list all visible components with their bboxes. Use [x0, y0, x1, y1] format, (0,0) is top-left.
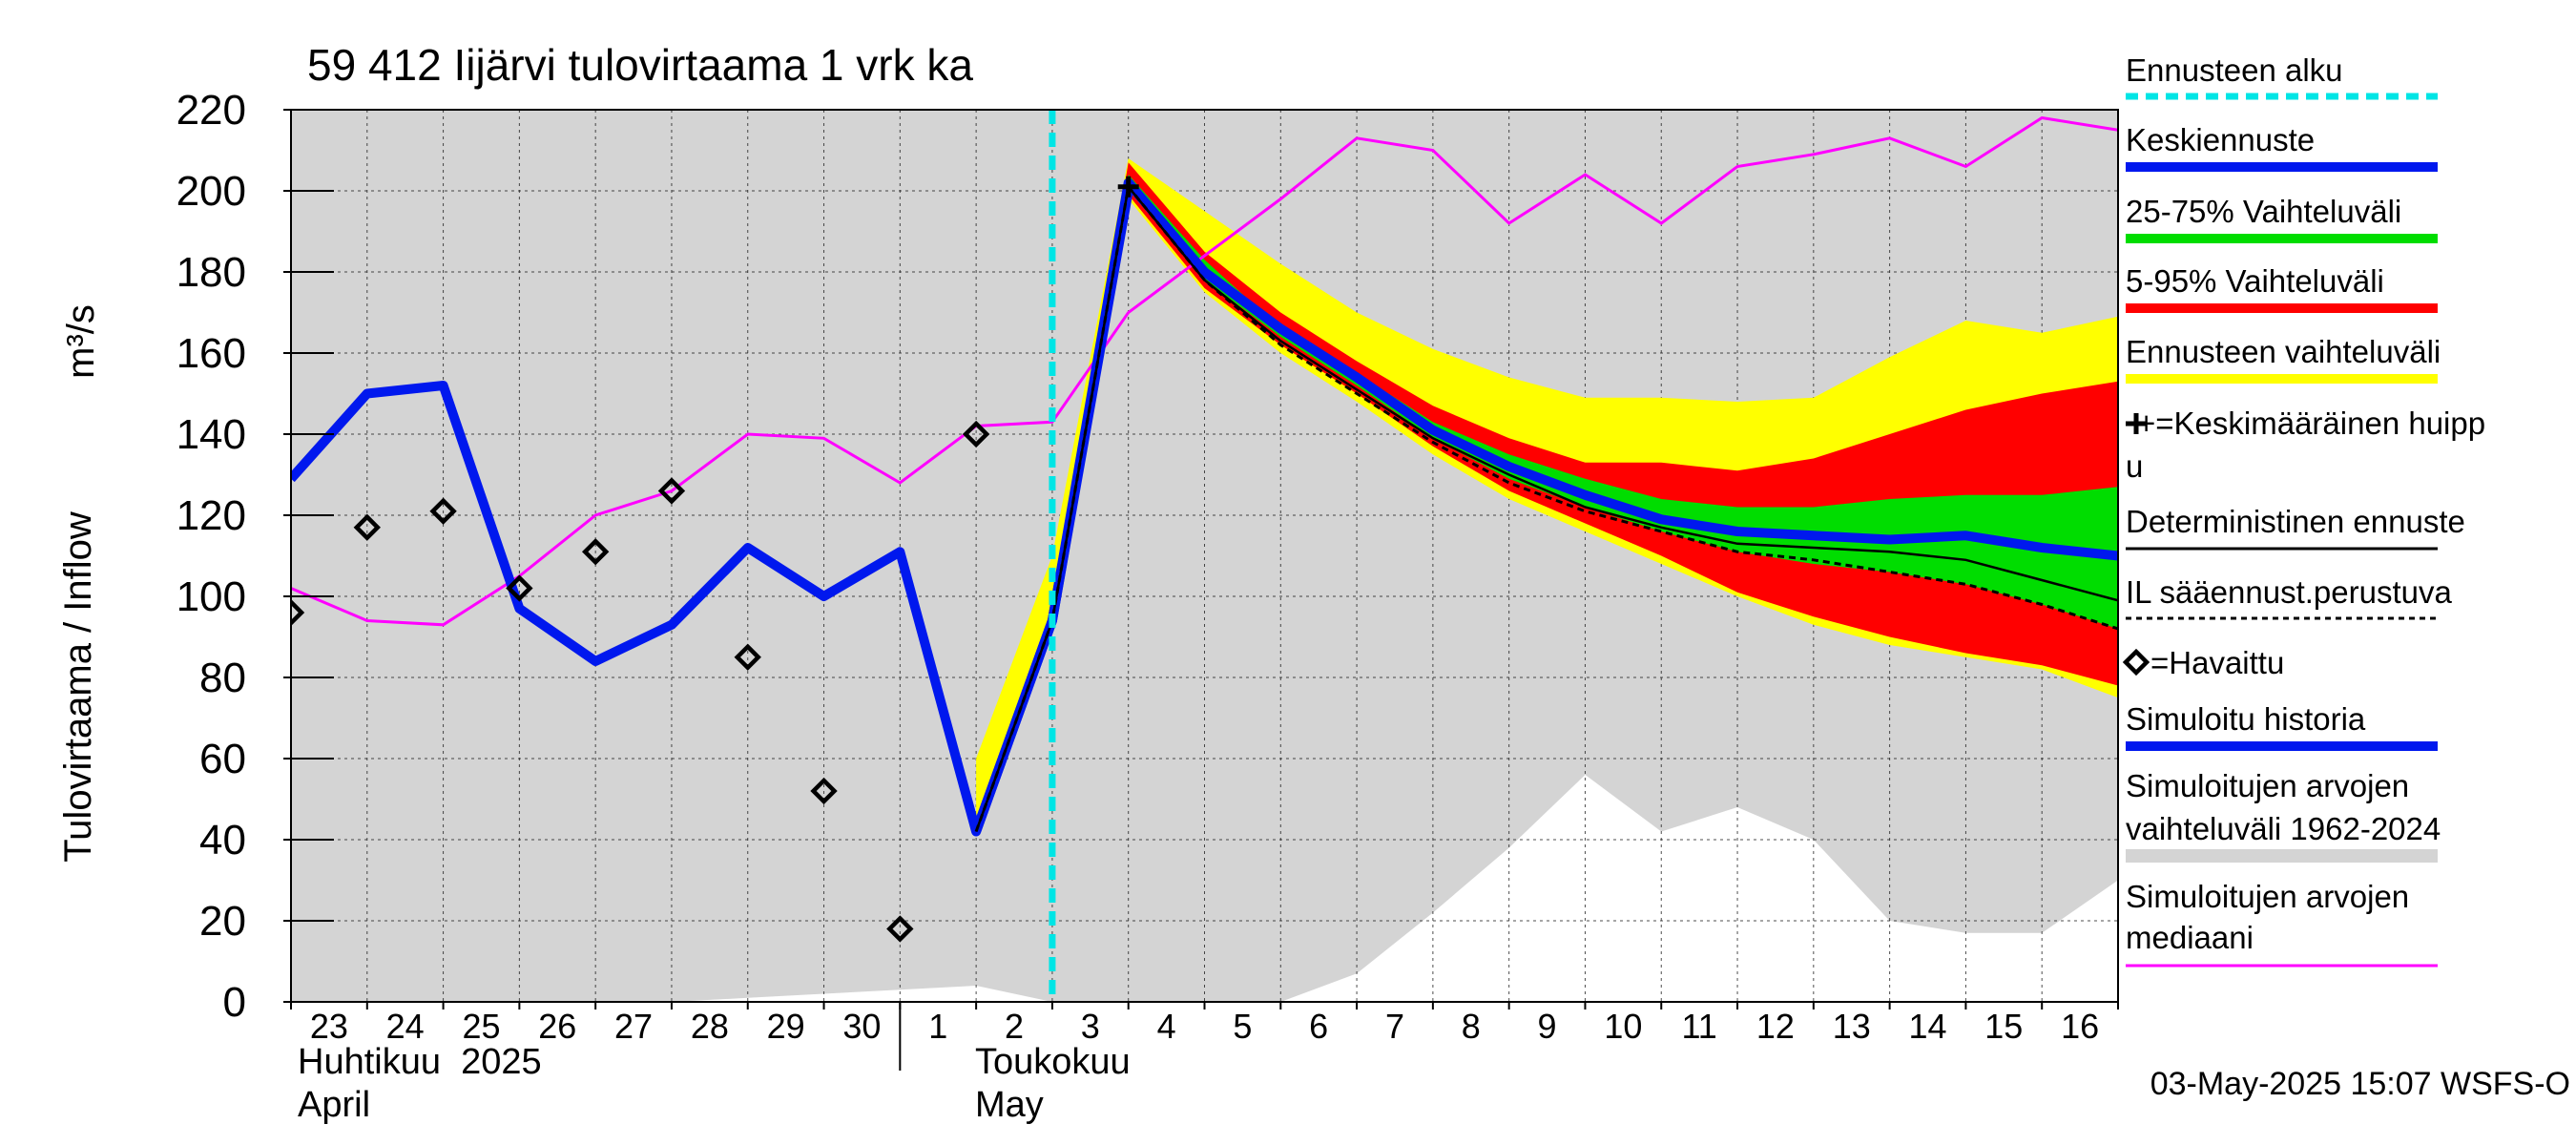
- y-axis-unit: m³/s: [60, 304, 102, 379]
- legend-sim-range-label: Simuloitujen arvojen: [2126, 768, 2409, 803]
- y-tick-label: 60: [199, 736, 246, 782]
- legend-observed: =Havaittu: [2122, 645, 2284, 680]
- x-tick-label: 16: [2061, 1007, 2099, 1046]
- y-tick-label: 80: [199, 655, 246, 701]
- x-tick-label: 29: [767, 1007, 805, 1046]
- y-tick-label: 160: [177, 330, 246, 377]
- y-tick-label: 40: [199, 817, 246, 864]
- legend-range-5-95: 5-95% Vaihteluväli: [2126, 263, 2438, 313]
- y-tick-label: 180: [177, 249, 246, 296]
- legend-forecast-start-label: Ennusteen alku: [2126, 52, 2343, 88]
- observed-markers-layer: [291, 176, 1139, 943]
- x-tick-label: 14: [1908, 1007, 1946, 1046]
- y-tick-label: 120: [177, 492, 246, 539]
- legend-diamond-symbol: [2122, 648, 2150, 677]
- x-tick-label: 25: [462, 1007, 500, 1046]
- y-tick-label: 20: [199, 898, 246, 945]
- legend-mean-peak-label-2: u: [2126, 448, 2143, 484]
- legend-sim-median-label: Simuloitujen arvojen: [2126, 879, 2409, 914]
- x-tick-label: 23: [310, 1007, 348, 1046]
- y-tick-label: 100: [177, 573, 246, 620]
- x-tick-label: 12: [1756, 1007, 1795, 1046]
- il-forecast-line: [974, 183, 2118, 833]
- x-tick-label: 28: [691, 1007, 729, 1046]
- x-tick-label: 10: [1604, 1007, 1642, 1046]
- range-25-75-band: [976, 175, 2118, 832]
- legend-sim-range-label-2: vaihteluväli 1962-2024: [2126, 811, 2441, 846]
- legend-mean-peak-label: +=Keskimääräinen huipp: [2137, 406, 2485, 441]
- legend-mean-forecast: Keskiennuste: [2126, 122, 2438, 172]
- x-tick-label: 5: [1233, 1007, 1252, 1046]
- legend-sim-median-label-2: mediaani: [2126, 920, 2254, 955]
- legend-forecast-start: Ennusteen alku: [2126, 52, 2438, 100]
- x-tick-label: 3: [1081, 1007, 1100, 1046]
- legend-range-5-95-label: 5-95% Vaihteluväli: [2126, 263, 2384, 299]
- y-tick-label: 200: [177, 168, 246, 215]
- legend-sim-history: Simuloitu historia: [2126, 701, 2438, 751]
- legend-plus-symbol: [2126, 413, 2147, 434]
- observed-point: [886, 915, 914, 943]
- legend-mean-peak: +=Keskimääräinen huipp u: [2126, 406, 2485, 484]
- grid-lines: [291, 110, 2118, 1002]
- chart-title: 59 412 Iijärvi tulovirtaama 1 vrk ka: [307, 40, 973, 90]
- y-axis-title: Tulovirtaama / Inflow: [57, 511, 99, 863]
- timestamp: 03-May-2025 15:07 WSFS-O: [2150, 1066, 2570, 1102]
- legend-il-forecast-label: IL sääennust.perustuva: [2126, 574, 2452, 610]
- x-tick-label: 8: [1462, 1007, 1481, 1046]
- legend-range-25-75-label: 25-75% Vaihteluväli: [2126, 194, 2401, 229]
- x-tick-label: 27: [614, 1007, 653, 1046]
- observed-point: [657, 477, 686, 505]
- x-tick-label: 30: [842, 1007, 881, 1046]
- month-label-may-en: May: [975, 1085, 1044, 1125]
- legend-mean-forecast-label: Keskiennuste: [2126, 122, 2315, 157]
- y-tick-label: 220: [177, 87, 246, 134]
- y-tick-label: 0: [223, 979, 246, 1026]
- observed-point: [353, 513, 381, 541]
- x-tick-label: 6: [1309, 1007, 1328, 1046]
- legend-deterministic-label: Deterministinen ennuste: [2126, 504, 2465, 539]
- series-lines-layer: [291, 110, 2118, 1002]
- x-tick-label: 4: [1157, 1007, 1176, 1046]
- median-line: [291, 115, 2118, 627]
- x-tick-label: 2: [1005, 1007, 1024, 1046]
- observed-point: [429, 497, 457, 525]
- observed-point: [581, 538, 610, 566]
- x-tick-label: 9: [1538, 1007, 1557, 1046]
- legend-range-25-75: 25-75% Vaihteluväli: [2126, 194, 2438, 243]
- legend-il-forecast: IL sääennust.perustuva: [2126, 574, 2452, 620]
- month-label-april-fi: Huhtikuu 2025: [298, 1042, 542, 1082]
- legend-forecast-range-label: Ennusteen vaihteluväli: [2126, 334, 2441, 369]
- mean-peak-marker: [1117, 176, 1139, 198]
- mean-forecast-line: [971, 177, 2118, 834]
- observed-point: [734, 643, 761, 671]
- legend-sim-history-label: Simuloitu historia: [2126, 701, 2366, 737]
- legend-sim-range: Simuloitujen arvojen vaihteluväli 1962-20…: [2126, 768, 2441, 863]
- x-tick-label: 26: [538, 1007, 576, 1046]
- legend-deterministic: Deterministinen ennuste: [2126, 504, 2465, 551]
- x-tick-label: 15: [1984, 1007, 2023, 1046]
- legend-sim-median: Simuloitujen arvojen mediaani: [2126, 879, 2438, 968]
- observed-point: [810, 777, 838, 805]
- legend-forecast-range: Ennusteen vaihteluväli: [2126, 334, 2441, 384]
- x-tick-label: 11: [1681, 1007, 1716, 1046]
- y-tick-label: 140: [177, 411, 246, 458]
- observed-point: [962, 420, 990, 448]
- x-tick-label: 1: [928, 1007, 947, 1046]
- month-label-april-en: April: [298, 1085, 370, 1125]
- y-axis-label: Tulovirtaama / Inflow: [57, 511, 99, 863]
- x-tick-label: 7: [1385, 1007, 1404, 1046]
- x-tick-label: 24: [386, 1007, 425, 1046]
- observed-point: [506, 574, 533, 602]
- legend-observed-label: =Havaittu: [2150, 645, 2284, 680]
- month-label-may-fi: Toukokuu: [975, 1042, 1131, 1082]
- x-tick-label: 13: [1833, 1007, 1871, 1046]
- y-axis-unit-label: m³/s: [60, 304, 102, 379]
- legend: Ennusteen alku Keskiennuste 25-75% Vaihtel…: [2122, 52, 2485, 968]
- observed-point: [291, 598, 305, 627]
